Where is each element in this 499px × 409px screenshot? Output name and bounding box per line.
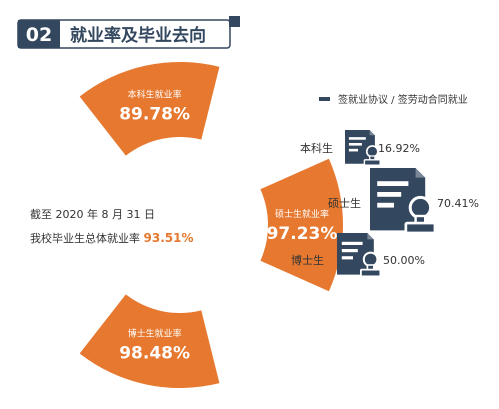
header-number: 02 [26, 24, 52, 46]
contract-rate-value: 16.92% [378, 142, 420, 155]
sector-value-label: 98.48% [119, 343, 190, 363]
contract-rate-value: 50.00% [383, 254, 425, 267]
legend-label: 签就业协议 / 签劳动合同就业 [338, 93, 468, 106]
contract-stamp-icon [345, 130, 381, 166]
degree-label: 博士生 [291, 253, 324, 267]
sector-value-label: 89.78% [119, 105, 190, 125]
contract-stamp-icon [370, 168, 437, 235]
navy-dash-icon [319, 97, 330, 101]
sector-value-label: 97.23% [267, 224, 338, 244]
degree-label: 硕士生 [328, 196, 361, 210]
contract-stamp-icon [337, 233, 382, 278]
summary-rate-line: 我校毕业生总体就业率 93.51% [30, 231, 193, 245]
rate-sector-1 [79, 62, 220, 156]
summary-rate-label: 我校毕业生总体就业率 [30, 231, 144, 245]
contract-rate-value: 70.41% [437, 197, 479, 210]
overall-summary: 截至 2020 年 8 月 31 日 我校毕业生总体就业率 93.51% [30, 207, 193, 245]
rate-sectors: 本科生就业率 89.78% 硕士生就业率 97.23% 博士生就业率 98.48% [79, 62, 343, 388]
header-title: 就业率及毕业去向 [70, 25, 206, 46]
header: 02 就业率及毕业去向 [17, 16, 240, 49]
contract-rates: 本科生 16.92% 硕士生 70.41% 博士生 50.00% [291, 130, 479, 278]
legend: 签就业协议 / 签劳动合同就业 [319, 93, 468, 106]
summary-rate-value: 93.51% [144, 231, 194, 245]
degree-label: 本科生 [300, 141, 333, 155]
summary-date: 截至 2020 年 8 月 31 日 [30, 207, 155, 221]
sector-category-label: 硕士生就业率 [275, 208, 329, 220]
rate-sector-2 [260, 158, 343, 292]
header-corner-square [229, 16, 240, 27]
rate-sector-3 [79, 294, 220, 388]
sector-category-label: 本科生就业率 [128, 89, 182, 101]
sector-category-label: 博士生就业率 [128, 327, 182, 339]
header-number-block [18, 20, 60, 48]
